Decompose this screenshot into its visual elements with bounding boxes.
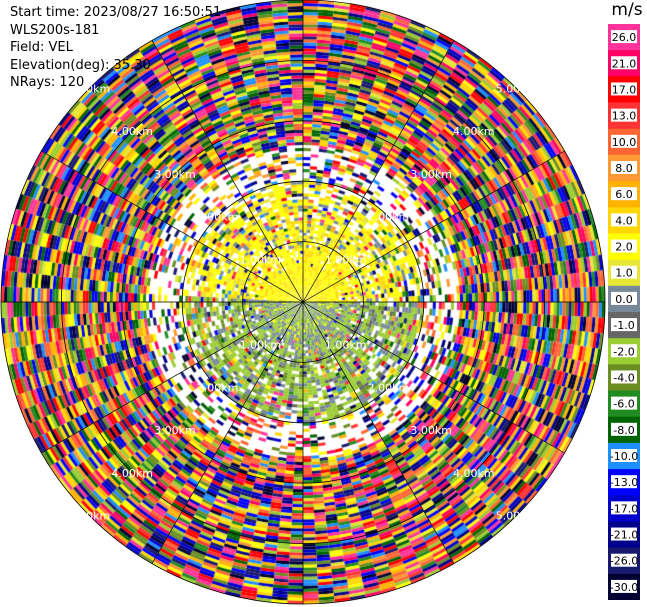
field-label: Field: VEL: [10, 40, 73, 55]
range-ring-label: 3.00km: [410, 168, 452, 181]
range-ring-label: 3.00km: [154, 168, 196, 181]
range-ring-label: 5.00km: [496, 82, 538, 95]
colorbar-tick-bg: [611, 239, 637, 253]
range-ring-label: 2.00km: [368, 381, 410, 394]
range-ring-label: 4.00km: [453, 125, 495, 138]
range-ring-label: 4.00km: [453, 467, 495, 480]
colorbar-tick-label: -13.0: [610, 476, 638, 489]
colorbar-unit: m/s: [611, 0, 643, 20]
azimuth-spoke: [41, 301, 304, 454]
colorbar-tick-label: 6.0: [615, 188, 633, 201]
range-ring-label: 3.00km: [154, 424, 196, 437]
elevation-label: Elevation(deg): 35.30: [10, 57, 151, 73]
colorbar-tick-bg: [611, 161, 637, 174]
colorbar-tick-label: 4.0: [615, 214, 633, 227]
azimuth-spoke: [151, 40, 304, 303]
colorbar-tick-label: -4.0: [613, 371, 634, 384]
range-ring-label: 4.00km: [111, 467, 153, 480]
colorbar-tick-label: -26.0: [610, 555, 638, 568]
range-ring-label: 4.00km: [111, 125, 153, 138]
range-ring-label: 1.00km: [325, 339, 367, 352]
colorbar-tick-label: 21.0: [612, 57, 637, 70]
range-ring-label: 2.00km: [197, 211, 239, 224]
azimuth-spoke: [302, 150, 565, 303]
colorbar: 26.0 21.0 17.0 13.0 10.0 8.0 6.0 4.0 2.0 1.0 0.0 -1…: [608, 24, 640, 600]
colorbar-tick-label: -2.0: [613, 345, 634, 358]
colorbar-tick-label: 2.0: [615, 241, 633, 254]
colorbar-tick-label: 17.0: [612, 83, 637, 96]
colorbar-tick-bg: [611, 30, 637, 44]
range-ring-label: 5.00km: [69, 82, 111, 95]
colorbar-tick-label: 1.0: [615, 267, 633, 280]
colorbar-tick-label: -30.0: [610, 581, 638, 594]
colorbar-tick-label: -10.0: [610, 450, 638, 463]
nrays-label: NRays: 120: [10, 75, 85, 90]
azimuth-spoke: [302, 301, 455, 564]
colorbar-tick-label: -1.0: [613, 319, 634, 332]
colorbar-tick-bg: [611, 318, 637, 332]
colorbar-tick-bg: [611, 56, 637, 70]
colorbar-tick-bg: [611, 82, 637, 96]
range-ring-label: 2.00km: [368, 211, 410, 224]
range-ring-label: 1.00km: [240, 339, 282, 352]
azimuth-spoke: [302, 301, 565, 454]
colorbar-tick-bg: [611, 422, 637, 436]
colorbar-tick-label: -21.0: [610, 529, 638, 542]
colorbar-tick-bg: [611, 265, 637, 279]
colorbar-tick-bg: [611, 449, 637, 462]
range-ring-label: 3.00km: [410, 424, 452, 437]
colorbar-tick-bg: [611, 553, 637, 567]
colorbar-tick-bg: [611, 108, 637, 122]
range-ring-label: 5.00km: [496, 510, 538, 523]
colorbar-tick-label: 8.0: [615, 162, 633, 175]
range-ring-label: 1.00km: [240, 253, 282, 266]
colorbar-tick-label: 13.0: [612, 110, 637, 123]
colorbar-tick-label: 10.0: [612, 136, 637, 149]
colorbar-tick-bg: [611, 370, 637, 384]
colorbar-tick-bg: [611, 291, 637, 305]
range-ring-label: 2.00km: [197, 381, 239, 394]
colorbar-tick-bg: [611, 527, 637, 541]
colorbar-tick-label: 0.0: [615, 293, 633, 306]
colorbar-tick-bg: [611, 187, 637, 201]
azimuth-spoke: [302, 40, 455, 303]
azimuth-spoke: [151, 301, 304, 564]
colorbar-tick-bg: [611, 579, 637, 593]
colorbar-tick-label: 26.0: [612, 31, 637, 44]
colorbar-tick-bg: [611, 396, 637, 410]
colorbar-tick-label: -8.0: [613, 424, 634, 437]
colorbar-tick-bg: [611, 134, 637, 148]
colorbar-tick-bg: [611, 501, 637, 515]
range-ring-label: 1.00km: [325, 253, 367, 266]
colorbar-tick-bg: [611, 344, 637, 358]
instrument-label: WLS200s-181: [10, 22, 100, 38]
colorbar-tick-label: -17.0: [610, 502, 638, 515]
colorbar-tick-bg: [611, 213, 637, 227]
start-time-label: Start time: 2023/08/27 16:50:51: [10, 5, 222, 20]
colorbar-tick-bg: [611, 475, 637, 489]
azimuth-spoke: [41, 150, 304, 303]
colorbar-tick-label: -6.0: [613, 398, 634, 411]
scan-info: Start time: 2023/08/27 16:50:51 WLS200s-…: [10, 4, 221, 92]
range-ring-label: 5.00km: [69, 510, 111, 523]
